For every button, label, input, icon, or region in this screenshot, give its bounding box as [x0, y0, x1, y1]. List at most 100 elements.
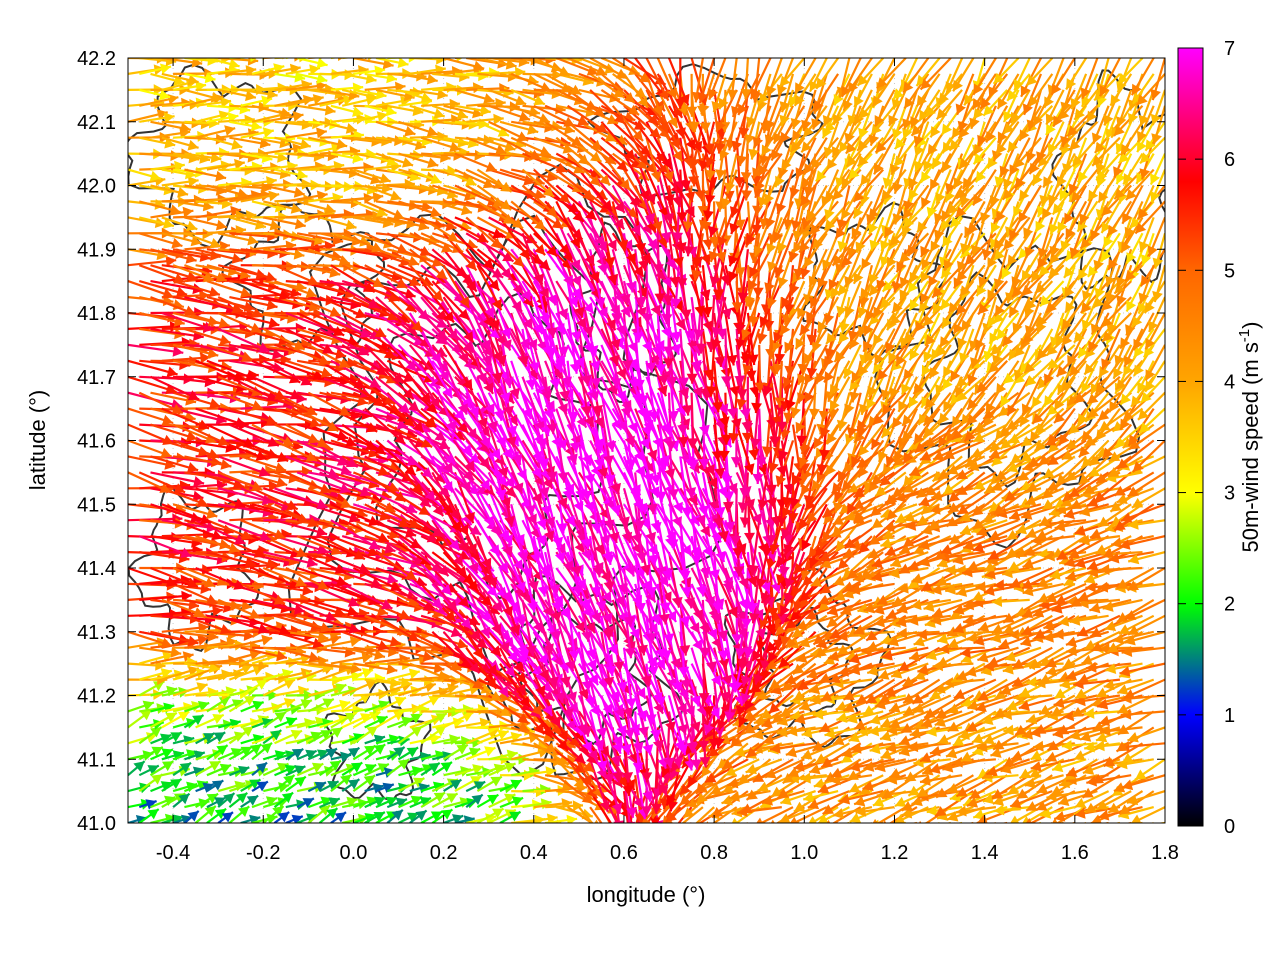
- wind-arrow-head: [872, 818, 878, 823]
- wind-arrow-shaft: [783, 821, 793, 823]
- wind-arrow-head: [364, 813, 376, 823]
- wind-arrow-head: [914, 824, 925, 835]
- wind-arrow-head: [172, 814, 184, 823]
- wind-arrow-head: [1048, 828, 1059, 838]
- wind-arrow: [240, 814, 261, 823]
- wind-arrow: [703, 822, 737, 842]
- wind-arrow-head: [236, 792, 248, 804]
- wind-arrow-head: [441, 809, 453, 820]
- wind-arrow-head: [328, 797, 340, 808]
- wind-arrow-head: [797, 831, 808, 841]
- wind-arrow-shaft: [695, 806, 715, 823]
- wind-arrow: [556, 821, 595, 841]
- wind-arrow-head: [249, 814, 261, 823]
- wind-arrow: [1082, 821, 1120, 834]
- wind-arrow-shaft: [876, 806, 907, 823]
- wind-arrow-head: [957, 829, 968, 839]
- wind-arrow: [217, 811, 234, 823]
- wind-arrow: [150, 795, 176, 809]
- wind-arrow-head: [373, 812, 385, 822]
- wind-arrow-head: [833, 808, 844, 819]
- wind-arrow-shaft: [652, 806, 670, 823]
- wind-arrow: [364, 811, 386, 823]
- wind-arrow-shaft: [1151, 822, 1154, 823]
- wind-arrow-head: [318, 805, 331, 816]
- wind-arrow-head: [446, 793, 458, 804]
- wind-arrow-head: [415, 810, 427, 821]
- wind-arrow: [409, 809, 428, 823]
- wind-arrow-head: [703, 832, 715, 842]
- wind-arrow-head: [614, 865, 625, 876]
- wind-arrow: [1103, 821, 1109, 823]
- wind-arrow: [206, 807, 227, 823]
- wind-arrow-head: [674, 822, 676, 823]
- wind-arrow-head: [953, 822, 955, 823]
- wind-arrow-head: [594, 819, 599, 823]
- wind-arrow-head: [452, 814, 464, 823]
- wind-arrow: [777, 821, 782, 823]
- wind-arrow: [138, 808, 160, 823]
- wind-arrow-shaft: [1156, 821, 1165, 823]
- wind-arrow: [353, 813, 377, 823]
- wind-arrow: [330, 811, 347, 823]
- wind-arrow-shaft: [745, 822, 748, 823]
- wind-arrow-head: [826, 819, 831, 823]
- wind-arrow-head: [306, 813, 318, 823]
- wind-arrow-head: [395, 797, 407, 808]
- wind-arrow-shaft: [869, 822, 872, 823]
- wind-arrow-head: [178, 793, 190, 805]
- wind-arrow: [217, 792, 236, 808]
- wind-arrow-head: [1082, 823, 1093, 834]
- wind-arrow-head: [651, 836, 661, 847]
- wind-arrow-shaft: [1136, 821, 1143, 823]
- wind-arrow-head: [814, 824, 825, 835]
- wind-arrow-head: [546, 813, 558, 823]
- wind-arrow: [833, 821, 861, 823]
- wind-arrow-shaft: [992, 821, 996, 823]
- wind-arrow-shaft: [681, 806, 704, 823]
- wind-arrow: [936, 821, 940, 823]
- wind-arrow-head: [631, 826, 641, 837]
- wind-arrow-shaft: [667, 822, 669, 823]
- wind-arrow-shaft: [956, 821, 963, 823]
- wind-arrow-shaft: [1036, 821, 1041, 823]
- terrain-contour: [874, 215, 1141, 550]
- wind-arrow-shaft: [700, 822, 703, 823]
- wind-arrow-head: [204, 806, 216, 817]
- wind-arrow: [364, 796, 386, 809]
- wind-arrow-shaft: [1114, 821, 1120, 823]
- wind-arrow-head: [597, 844, 608, 855]
- wind-arrow-head: [681, 843, 692, 854]
- wind-arrow: [589, 806, 603, 823]
- wind-arrow: [398, 812, 419, 823]
- wind-arrow-head: [1016, 835, 1027, 845]
- wind-arrow-head: [770, 819, 775, 823]
- wind-arrow-shaft: [844, 821, 850, 823]
- wind-arrow: [755, 821, 760, 823]
- wind-arrow-head: [767, 837, 778, 847]
- wind-arrow-head: [463, 815, 475, 823]
- wind-arrow: [914, 821, 951, 835]
- wind-arrow: [878, 821, 884, 823]
- wind-arrow-head: [609, 824, 619, 835]
- wind-arrows: [128, 58, 1165, 876]
- wind-arrow: [273, 791, 294, 808]
- wind-arrow-head: [897, 822, 899, 823]
- wind-arrow-head: [883, 820, 887, 823]
- wind-arrow: [161, 814, 184, 823]
- wind-arrow: [476, 793, 499, 809]
- wind-arrow-head: [584, 831, 595, 841]
- wind-arrow: [813, 822, 816, 823]
- wind-arrow-shaft: [611, 806, 620, 823]
- wind-arrow: [768, 822, 771, 823]
- wind-arrow-head: [779, 813, 791, 823]
- wind-arrow-shaft: [878, 821, 884, 823]
- wind-arrow-shaft: [1070, 821, 1075, 823]
- wind-arrow-head: [391, 809, 403, 821]
- wind-arrow-head: [636, 831, 647, 842]
- wind-arrow: [488, 793, 516, 809]
- wind-arrow-head: [756, 817, 763, 823]
- wind-arrow-head: [963, 824, 974, 835]
- wind-arrow: [1048, 821, 1087, 838]
